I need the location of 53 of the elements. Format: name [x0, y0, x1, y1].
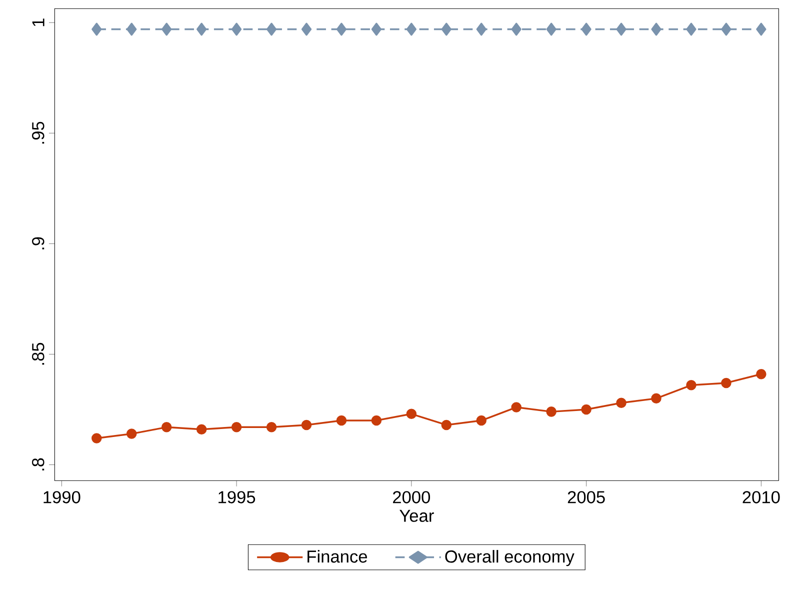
point: [301, 22, 312, 36]
legend-label: Overall economy: [445, 550, 574, 566]
x-axis-title: Year: [400, 510, 434, 522]
point: [126, 428, 137, 439]
point: [231, 22, 242, 36]
x-tick-label: 2010: [742, 491, 780, 504]
point: [441, 420, 452, 430]
point: [651, 393, 662, 404]
point: [721, 22, 732, 36]
y-tick-label: 1: [32, 18, 44, 26]
point: [616, 22, 626, 36]
point: [511, 402, 522, 412]
point: [266, 22, 277, 36]
point: [511, 22, 522, 36]
point: [686, 22, 696, 36]
point: [371, 415, 382, 426]
point: [756, 22, 766, 36]
point: [92, 433, 102, 444]
point: [546, 406, 556, 417]
x-tick-label: 1990: [44, 491, 80, 504]
point: [266, 422, 277, 432]
y-tick-label: .9: [32, 237, 44, 250]
y-tick-label: .95: [32, 122, 44, 144]
x-tick-label: 2005: [568, 491, 605, 504]
point: [336, 22, 347, 36]
legend-label: Finance: [308, 550, 368, 563]
point: [126, 22, 137, 36]
point: [756, 368, 766, 380]
point: [92, 22, 102, 36]
point: [406, 22, 416, 36]
point: [581, 22, 592, 36]
point: [301, 420, 312, 430]
x-tick-label: 2000: [393, 491, 430, 504]
point: [441, 22, 452, 36]
point: [686, 380, 696, 390]
point: [161, 422, 172, 432]
y-tick-label: .8: [32, 458, 44, 470]
point: [336, 415, 347, 426]
point: [162, 22, 172, 36]
point: [406, 408, 417, 420]
point: [616, 398, 626, 408]
point: [546, 22, 556, 36]
point: [231, 422, 242, 432]
x-tick-label: 1995: [218, 491, 256, 504]
point: [476, 22, 486, 36]
point: [651, 22, 662, 36]
point: [196, 424, 207, 435]
point: [581, 404, 592, 415]
point: [721, 378, 732, 388]
y-tick-label: .85: [32, 342, 44, 365]
point: [476, 415, 487, 426]
point: [371, 22, 382, 36]
point: [196, 22, 207, 36]
